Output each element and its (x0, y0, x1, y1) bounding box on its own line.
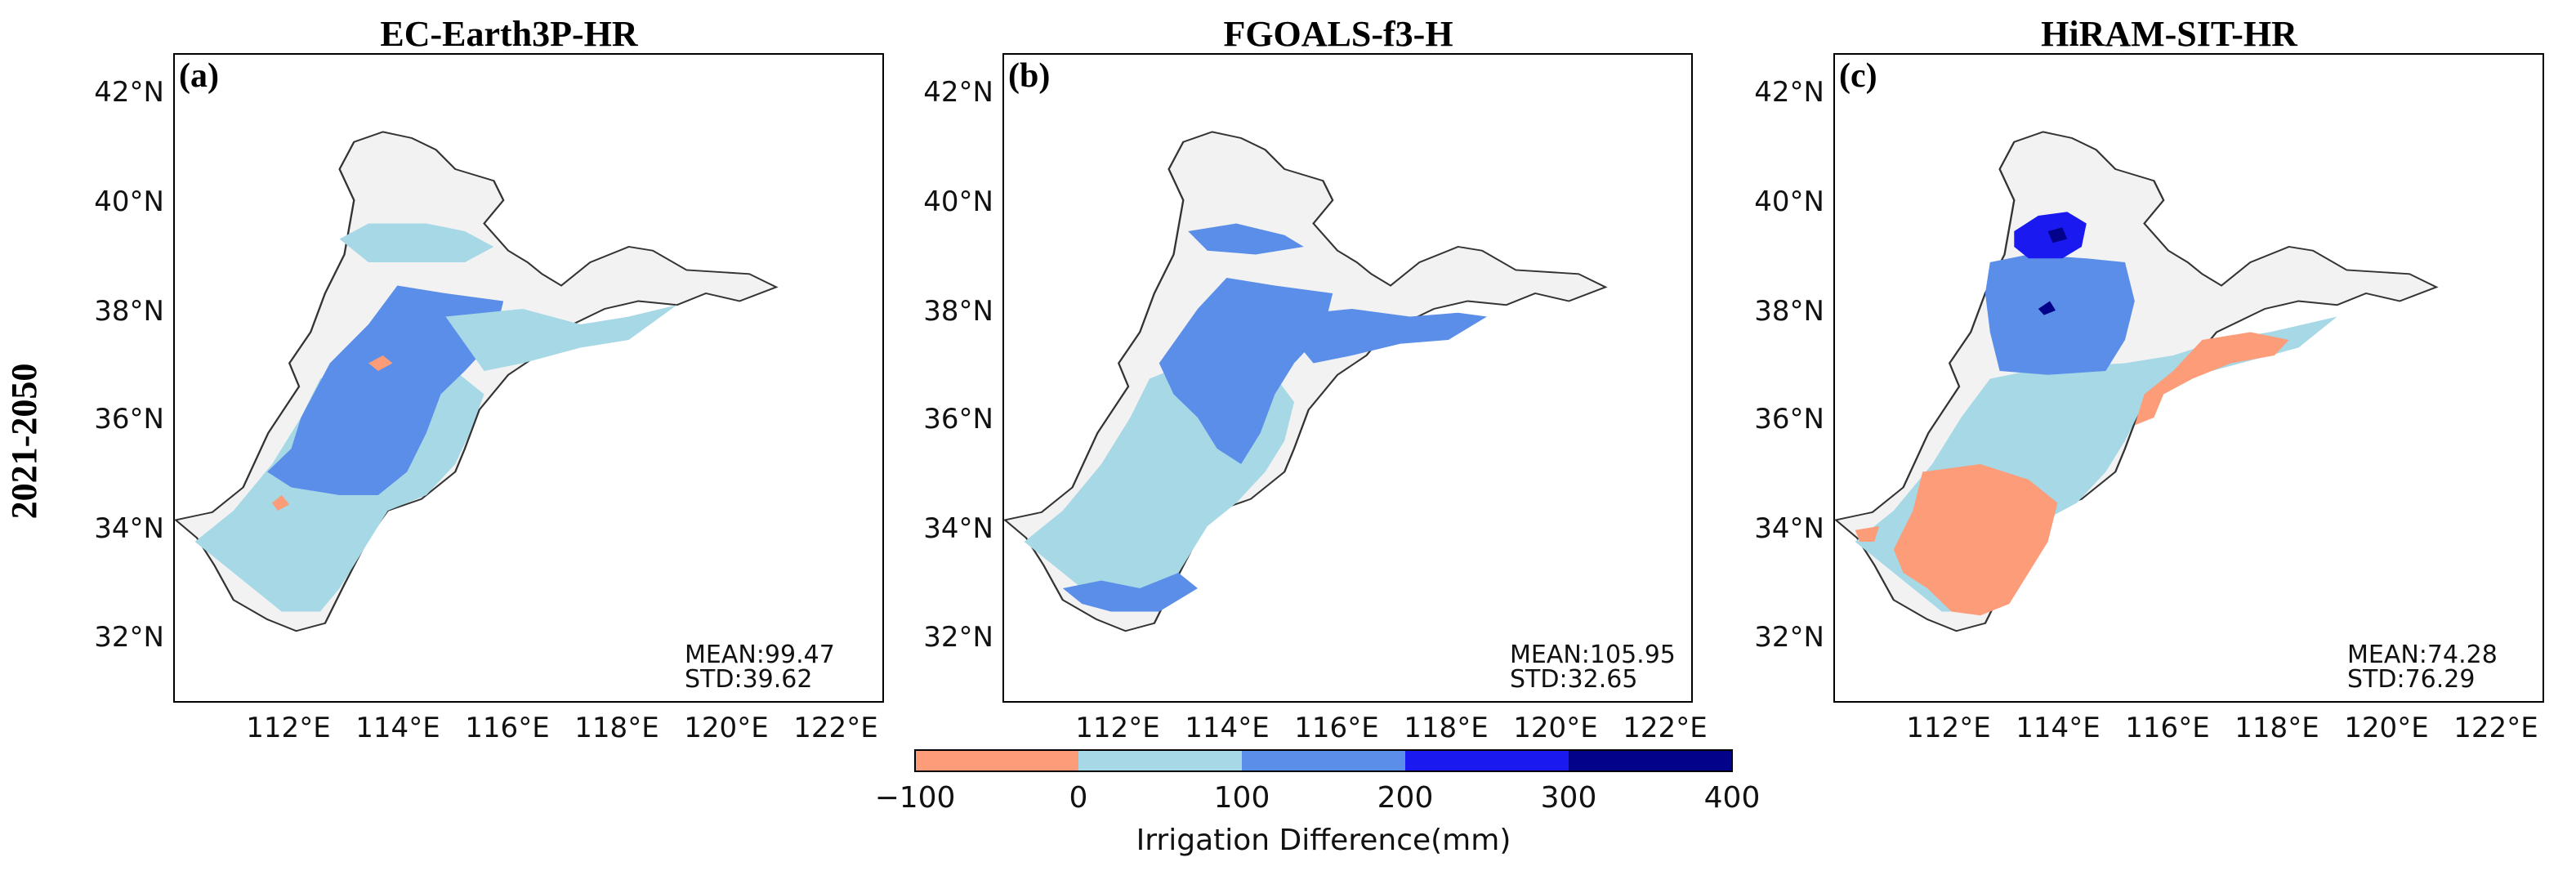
lat-tick: 42°N (94, 76, 164, 109)
lat-tick: 40°N (1754, 185, 1824, 218)
lat-tick: 38°N (1754, 295, 1824, 328)
colorbar-segment (915, 750, 1078, 771)
lon-tick: 112°E (1075, 712, 1159, 744)
lon-axis: 112°E 114°E 116°E 118°E 120°E 122°E (1075, 712, 1707, 744)
region-map (1834, 131, 2438, 632)
panel-title: EC-Earth3P-HR (380, 14, 639, 54)
lat-axis: 42°N 40°N 38°N 36°N 34°N 32°N (923, 76, 993, 654)
lon-axis: 112°E 114°E 116°E 118°E 120°E 122°E (246, 712, 877, 744)
irrigation-zone-very-high (2038, 227, 2068, 315)
panel-label: (a) (179, 57, 219, 95)
lon-tick: 116°E (1294, 712, 1378, 744)
mean-value: MEAN:105.95 (1510, 641, 1676, 669)
colorbar-tick: 0 (1069, 781, 1088, 815)
colorbar-segment (1405, 750, 1569, 771)
lon-tick: 122°E (793, 712, 877, 744)
lat-tick: 40°N (923, 185, 993, 218)
map-panel-b: FGOALS-f3-H (b) MEAN:105.95 STD:32.65 42… (923, 14, 1707, 744)
colorbar-segment (1078, 750, 1242, 771)
colorbar-frame (914, 749, 1733, 772)
lon-tick: 120°E (1513, 712, 1597, 744)
map-panel-c: HiRAM-SIT-HR (c) MEAN:74.28 STD:76.29 42… (1754, 14, 2544, 744)
irrigation-zone-mid (1984, 254, 2135, 375)
region-map (174, 131, 778, 632)
lat-tick: 36°N (923, 403, 993, 436)
irrigation-zone-east (445, 305, 677, 371)
irrigation-zone-north (339, 223, 494, 262)
lon-tick: 112°E (1906, 712, 1990, 744)
std-value: STD:32.65 (1510, 665, 1637, 694)
lat-tick: 34°N (1754, 512, 1824, 545)
std-value: STD:39.62 (685, 665, 812, 694)
lon-tick: 120°E (2344, 712, 2428, 744)
map-panel-a: EC-Earth3P-HR (a) MEAN:99.47 STD:39.62 4… (94, 14, 884, 744)
lon-tick: 122°E (2453, 712, 2538, 744)
lon-tick: 114°E (355, 712, 440, 744)
colorbar-segment (1569, 750, 1732, 771)
colorbar-segment (1242, 750, 1405, 771)
lat-tick: 36°N (94, 403, 164, 436)
colorbar-tick: 100 (1214, 781, 1270, 815)
lat-tick: 38°N (94, 295, 164, 328)
lon-tick: 116°E (2125, 712, 2209, 744)
lon-tick: 118°E (2234, 712, 2319, 744)
lon-tick: 116°E (465, 712, 549, 744)
panel-label: (c) (1839, 57, 1877, 95)
panel-label: (b) (1008, 57, 1050, 95)
lon-tick: 122°E (1623, 712, 1707, 744)
irrigation-zone-south (1062, 573, 1198, 612)
lat-tick: 38°N (923, 295, 993, 328)
lat-tick: 36°N (1754, 403, 1824, 436)
lat-tick: 34°N (94, 512, 164, 545)
panel-title: HiRAM-SIT-HR (2041, 14, 2298, 54)
lat-tick: 32°N (1754, 621, 1824, 654)
lon-tick: 118°E (574, 712, 659, 744)
colorbar-tick: −100 (875, 781, 956, 815)
lon-axis: 112°E 114°E 116°E 118°E 120°E 122°E (1906, 712, 2538, 744)
row-label: 2021-2050 (4, 364, 44, 520)
irrigation-zone-mid (267, 285, 504, 495)
lat-tick: 32°N (94, 621, 164, 654)
lat-tick: 40°N (94, 185, 164, 218)
irrigation-zone-north (1188, 223, 1304, 255)
lon-tick: 114°E (1185, 712, 1269, 744)
irrigation-zone-negative-east (2134, 332, 2289, 426)
region-map (1003, 131, 1607, 632)
colorbar: −100 0 100 200 300 400 Irrigation Differ… (875, 749, 1761, 857)
lon-tick: 112°E (246, 712, 330, 744)
mean-value: MEAN:99.47 (685, 641, 835, 669)
lat-tick: 42°N (923, 76, 993, 109)
irrigation-zone-east (1275, 308, 1487, 364)
colorbar-tick: 400 (1704, 781, 1761, 815)
lon-tick: 114°E (2016, 712, 2100, 744)
irrigation-zone-negative-south (1893, 464, 2058, 616)
irrigation-zone-negative-west (1855, 526, 1880, 542)
lat-axis: 42°N 40°N 38°N 36°N 34°N 32°N (1754, 76, 1824, 654)
lat-axis: 42°N 40°N 38°N 36°N 34°N 32°N (94, 76, 164, 654)
panel-title: FGOALS-f3-H (1223, 14, 1453, 54)
colorbar-label: Irrigation Difference(mm) (1136, 824, 1511, 857)
mean-value: MEAN:74.28 (2347, 641, 2498, 669)
colorbar-tick: 300 (1541, 781, 1597, 815)
lon-tick: 120°E (684, 712, 768, 744)
lat-tick: 42°N (1754, 76, 1824, 109)
lat-tick: 34°N (923, 512, 993, 545)
lon-tick: 118°E (1404, 712, 1488, 744)
lat-tick: 32°N (923, 621, 993, 654)
colorbar-tick: 200 (1377, 781, 1434, 815)
std-value: STD:76.29 (2347, 665, 2475, 694)
